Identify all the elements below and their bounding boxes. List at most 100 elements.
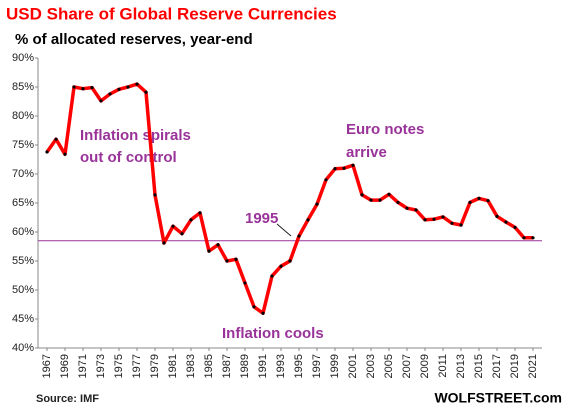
x-tick-label: 2005 [383,354,395,378]
y-tick-label: 85% [12,81,34,93]
y-tick-label: 55% [12,255,34,267]
x-tick-label: 1985 [203,354,215,378]
data-point [153,193,157,197]
data-point [63,152,67,156]
data-point [405,206,409,210]
x-tick-label: 1977 [131,354,143,378]
data-point [99,99,103,103]
x-tick-label: 2015 [473,354,485,378]
data-point [306,218,310,222]
x-tick-label: 1999 [329,354,341,378]
y-tick-label: 50% [12,284,34,296]
x-tick-label: 1983 [185,354,197,378]
data-point [513,225,517,229]
x-tick-label: 1989 [239,354,251,378]
data-point [234,257,238,261]
y-tick-label: 45% [12,313,34,325]
annotation: out of control [80,149,177,166]
brand: WOLFSTREET.com [434,390,562,406]
data-point [432,217,436,221]
data-point [414,208,418,212]
data-point [162,241,166,245]
data-point [90,85,94,90]
x-tick-label: 1969 [59,354,71,378]
x-tick-label: 2011 [437,354,449,378]
data-point [261,311,265,315]
chart-title: USD Share of Global Reserve Currencies [6,4,337,23]
x-tick-label: 2007 [401,354,413,378]
data-point [477,196,481,200]
data-point [81,87,85,91]
y-tick-label: 65% [12,197,34,209]
data-point [333,167,337,171]
x-tick-label: 1991 [257,354,269,378]
data-point [216,243,220,247]
source: Source: IMF [36,393,99,405]
data-point [297,234,301,238]
annotation: Inflation cools [222,325,324,342]
annotation: 1995 [245,210,278,227]
y-tick-label: 60% [12,226,34,238]
data-point [387,192,391,196]
x-tick-label: 2021 [527,354,539,378]
x-tick-label: 2017 [491,354,503,378]
data-point [198,211,202,215]
x-tick-label: 1979 [149,354,161,378]
data-point [171,224,175,228]
data-point [468,200,472,205]
data-line [45,82,533,315]
y-tick-label: 90% [12,52,34,64]
annotation: Euro notes [346,121,424,138]
data-point [504,220,508,224]
data-point [180,232,184,236]
x-tick-label: 1967 [41,354,53,378]
data-point [396,200,400,205]
data-point [360,193,364,197]
data-point [531,236,535,240]
x-tick-label: 2009 [419,354,431,378]
data-point [279,264,283,268]
data-point [342,166,346,170]
annotation-pointer [276,223,292,237]
x-tick-label: 1971 [77,354,89,378]
y-tick-label: 40% [12,342,34,354]
data-point [423,218,427,222]
x-tick-label: 1975 [113,354,125,378]
data-point [54,137,58,141]
data-point [135,82,139,86]
data-point [288,259,292,263]
data-point [243,281,247,285]
chart-subtitle: % of allocated reserves, year-end [15,31,253,48]
data-point [351,163,355,167]
data-point [378,198,382,202]
data-point [117,87,121,91]
data-point [126,85,130,89]
data-point [270,274,274,278]
data-point [72,85,76,89]
data-point [144,90,148,94]
x-tick-label: 1997 [311,354,323,378]
annotation: arrive [346,144,387,161]
data-point [369,198,373,202]
data-point [450,221,454,225]
data-point [441,215,445,219]
data-point [495,214,499,218]
data-point [225,259,229,263]
x-tick-label: 1987 [221,354,233,378]
annotation: Inflation spirals [80,127,191,144]
x-tick-label: 1981 [167,354,179,378]
y-tick-label: 80% [12,110,34,122]
x-tick-label: 1995 [293,354,305,378]
x-tick-label: 1973 [95,354,107,378]
data-point [207,249,211,253]
x-tick-label: 2001 [347,354,359,378]
data-point [459,223,463,227]
y-tick-label: 75% [12,139,34,151]
data-point [189,218,193,222]
data-point [315,202,319,206]
x-tick-label: 2003 [365,354,377,378]
data-point [522,236,526,240]
data-point [108,92,112,96]
x-tick-label: 2019 [509,354,521,378]
